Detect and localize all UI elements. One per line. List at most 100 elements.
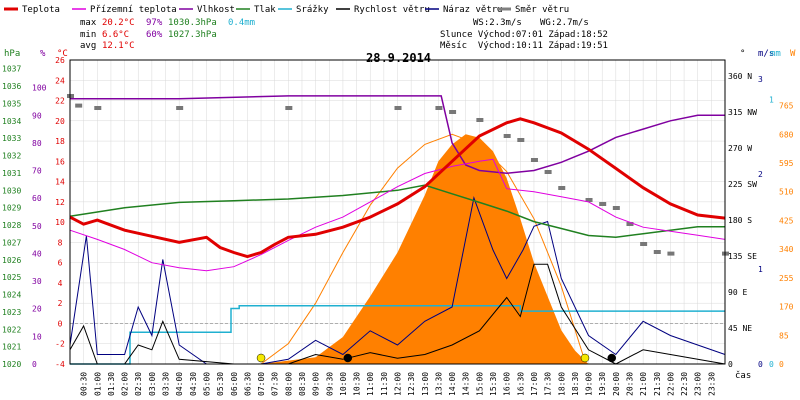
x-tick-label-40: 20:30 <box>625 372 634 396</box>
series-prizemni-teplota <box>69 158 726 272</box>
temp-tick-15: -4 <box>55 360 65 369</box>
temp-tick-1: 24 <box>55 76 65 85</box>
legend-label-teplota: Teplota <box>22 5 60 15</box>
pct-tick-7: 30 <box>32 277 42 286</box>
hpa-tick-0: 1037 <box>2 65 21 74</box>
hpa-tick-13: 1024 <box>2 291 21 300</box>
smer-vetru-point-7 <box>449 110 457 114</box>
plot-frame <box>69 59 726 365</box>
stat-min-hum: 60% <box>146 30 163 40</box>
legend-item-smer-vetru: Směr větru <box>497 5 569 15</box>
stat-max-press: 1030.3hPa <box>168 18 217 28</box>
dir-tick-6: 90 E <box>728 288 747 297</box>
legend-item-prizemni-teplota: Přízemní teplota <box>72 5 177 15</box>
temp-tick-3: 20 <box>55 117 65 126</box>
astro-wg: WG:2.7m/s <box>540 18 589 28</box>
x-tick-label-1: 01:00 <box>93 372 102 396</box>
smer-vetru-point-6 <box>435 106 443 110</box>
x-tick-label-24: 12:30 <box>407 372 416 396</box>
legend-item-vlhkost: Vlhkost <box>179 5 235 15</box>
x-tick-label-32: 16:30 <box>516 372 525 396</box>
x-tick-label-18: 09:30 <box>325 372 334 396</box>
hpa-tick-14: 1023 <box>2 308 21 317</box>
legend-item-rychlost-vetru: Rychlost větru <box>336 5 430 15</box>
smer-vetru-point-12 <box>544 170 552 174</box>
x-tick-label-13: 07:00 <box>257 372 266 396</box>
ms-tick-2: 1 <box>758 265 763 274</box>
smer-vetru-point-13 <box>558 186 566 190</box>
pct-tick-3: 70 <box>32 167 42 176</box>
axis-layer: 00:30 01:00 01:30 02:00 02:30 03:00 03:30 04:00… <box>2 49 796 396</box>
w-tick-5: 340 <box>779 245 794 254</box>
series-srazky <box>70 305 725 365</box>
ms-unit-label: m/s <box>758 49 774 59</box>
series-naraz-vetru <box>69 195 726 365</box>
x-tick-label-42: 21:30 <box>653 372 662 396</box>
ms-tick-0: 3 <box>758 75 763 84</box>
marker-moonrise <box>343 353 353 363</box>
x-tick-label-0: 00:30 <box>80 372 89 396</box>
temp-tick-9: 8 <box>58 238 63 247</box>
x-tick-label-22: 11:30 <box>380 372 389 396</box>
series-smer-vetru <box>67 94 729 256</box>
ms-tick-1: 2 <box>758 170 763 179</box>
pct-tick-9: 10 <box>32 332 42 341</box>
x-tick-label-36: 18:30 <box>571 372 580 396</box>
hpa-tick-2: 1035 <box>2 99 21 108</box>
x-tick-label-29: 15:00 <box>475 372 484 396</box>
stat-max-label: max <box>80 18 97 28</box>
x-tick-label-27: 14:00 <box>448 372 457 396</box>
dir-tick-5: 135 SE <box>728 252 757 261</box>
dir-tick-3: 225 SW <box>728 180 757 189</box>
smer-vetru-point-10 <box>517 138 525 142</box>
hpa-tick-17: 1020 <box>2 360 21 369</box>
x-tick-label-43: 22:00 <box>666 372 675 396</box>
x-tick-label-21: 11:00 <box>366 372 375 396</box>
astro-moon: Měsíc Východ:10:11 Západ:19:51 <box>440 41 608 51</box>
temp-tick-5: 16 <box>55 157 65 166</box>
x-unit-label: čas <box>735 370 751 381</box>
hpa-tick-5: 1032 <box>2 152 21 161</box>
stat-min-label: min <box>80 30 96 40</box>
legend-label-prizemni-teplota: Přízemní teplota <box>90 5 177 15</box>
dir-tick-2: 270 W <box>728 144 752 153</box>
hpa-tick-9: 1028 <box>2 221 21 230</box>
x-tick-label-39: 20:00 <box>612 372 621 396</box>
x-tick-label-15: 08:00 <box>284 372 293 396</box>
x-tick-label-12: 06:30 <box>243 372 252 396</box>
w-tick-3: 510 <box>779 188 794 197</box>
legend-label-rychlost-vetru: Rychlost větru <box>354 5 430 15</box>
mm-tick-1: 0 <box>769 360 774 369</box>
hpa-tick-11: 1026 <box>2 256 21 265</box>
temp-tick-13: 0 <box>58 319 63 328</box>
pct-tick-0: 100 <box>32 84 47 93</box>
hpa-tick-8: 1029 <box>2 204 21 213</box>
hpa-tick-16: 1021 <box>2 343 21 352</box>
hpa-tick-12: 1025 <box>2 273 21 282</box>
x-tick-label-7: 04:00 <box>175 372 184 396</box>
pct-tick-5: 50 <box>32 222 42 231</box>
smer-vetru-point-8 <box>476 118 484 122</box>
x-tick-label-38: 19:30 <box>598 372 607 396</box>
stat-avg-label: avg <box>80 41 96 51</box>
temp-unit-label: °C <box>57 49 68 59</box>
dir-tick-1: 315 NW <box>728 108 757 117</box>
legend-item-srazky: Srážky <box>278 5 329 15</box>
x-tick-label-10: 05:30 <box>216 372 225 396</box>
series-layer <box>67 94 729 365</box>
smer-vetru-point-18 <box>640 242 648 246</box>
x-tick-label-26: 13:30 <box>434 372 443 396</box>
w-tick-8: 85 <box>779 331 789 340</box>
x-tick-label-25: 13:00 <box>421 372 430 396</box>
w-tick-9: 0 <box>779 360 784 369</box>
hpa-tick-3: 1034 <box>2 117 21 126</box>
smer-vetru-point-19 <box>653 250 661 254</box>
pct-unit-label: % <box>40 49 46 59</box>
legend: Teplota Přízemní teplota Vlhkost Tlak Sr… <box>4 5 569 15</box>
smer-vetru-point-20 <box>667 251 675 256</box>
x-tick-label-11: 06:00 <box>230 372 239 396</box>
ms-tick-3: 0 <box>758 360 763 369</box>
pct-tick-4: 60 <box>32 194 42 203</box>
smer-vetru-point-16 <box>612 206 620 210</box>
x-tick-label-16: 08:30 <box>298 372 307 396</box>
